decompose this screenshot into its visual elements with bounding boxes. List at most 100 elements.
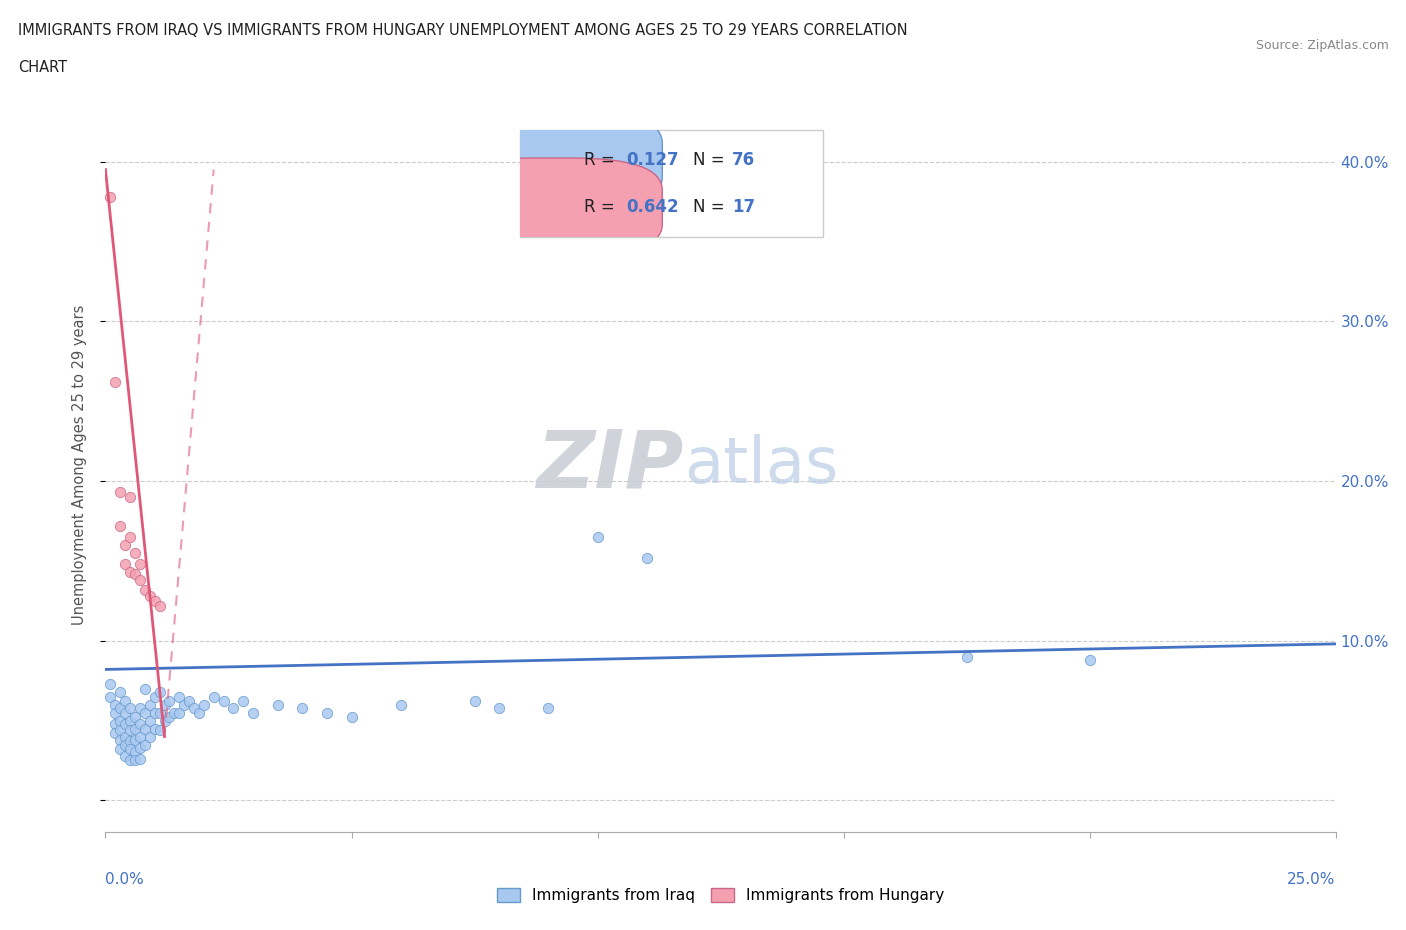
FancyBboxPatch shape — [441, 111, 662, 209]
Text: CHART: CHART — [18, 60, 67, 75]
Point — [488, 700, 510, 715]
Point — [114, 694, 136, 709]
Point — [120, 565, 141, 579]
Point — [120, 753, 141, 768]
Point — [183, 700, 205, 715]
Point — [110, 485, 132, 499]
Text: N =: N = — [693, 152, 730, 169]
Text: 0.127: 0.127 — [626, 152, 679, 169]
Point — [114, 538, 136, 552]
Point — [114, 729, 136, 744]
Point — [124, 732, 146, 747]
Point — [134, 582, 156, 597]
Point — [143, 593, 166, 608]
Point — [212, 694, 235, 709]
Point — [153, 698, 176, 712]
Text: atlas: atlas — [683, 434, 838, 496]
Point — [169, 705, 191, 720]
Point — [291, 700, 314, 715]
Point — [143, 721, 166, 736]
Point — [114, 737, 136, 752]
Point — [120, 734, 141, 749]
Point — [110, 742, 132, 757]
Point — [134, 737, 156, 752]
Point — [98, 689, 122, 704]
FancyBboxPatch shape — [520, 130, 823, 237]
Point — [149, 705, 172, 720]
Text: 0.0%: 0.0% — [105, 872, 145, 887]
Point — [134, 721, 156, 736]
Point — [389, 698, 412, 712]
Point — [149, 598, 172, 613]
Text: 76: 76 — [731, 152, 755, 169]
Point — [110, 713, 132, 728]
Point — [242, 705, 264, 720]
Point — [114, 716, 136, 731]
Point — [120, 742, 141, 757]
Point — [149, 684, 172, 699]
Point — [124, 710, 146, 724]
Point — [193, 698, 215, 712]
Text: 17: 17 — [731, 198, 755, 216]
Point — [98, 676, 122, 691]
Text: ZIP: ZIP — [536, 426, 683, 504]
Point — [129, 716, 152, 731]
Point — [956, 649, 979, 664]
Point — [124, 753, 146, 768]
Point — [124, 745, 146, 760]
Point — [153, 713, 176, 728]
Point — [129, 740, 152, 755]
Point — [129, 556, 152, 571]
Point — [129, 573, 152, 588]
Text: 25.0%: 25.0% — [1288, 872, 1336, 887]
Point — [138, 729, 162, 744]
Point — [138, 698, 162, 712]
Point — [110, 723, 132, 737]
Point — [104, 375, 127, 390]
Point — [188, 705, 211, 720]
Y-axis label: Unemployment Among Ages 25 to 29 years: Unemployment Among Ages 25 to 29 years — [72, 305, 87, 625]
Point — [232, 694, 254, 709]
Point — [222, 700, 245, 715]
Point — [110, 732, 132, 747]
Point — [315, 705, 337, 720]
Point — [138, 589, 162, 604]
Point — [110, 700, 132, 715]
Text: R =: R = — [583, 198, 620, 216]
Point — [134, 681, 156, 696]
Point — [129, 751, 152, 766]
Text: R =: R = — [583, 152, 620, 169]
Text: IMMIGRANTS FROM IRAQ VS IMMIGRANTS FROM HUNGARY UNEMPLOYMENT AMONG AGES 25 TO 29: IMMIGRANTS FROM IRAQ VS IMMIGRANTS FROM … — [18, 23, 908, 38]
Point — [98, 189, 122, 204]
Point — [124, 545, 146, 560]
Point — [120, 489, 141, 504]
Point — [586, 529, 609, 544]
Point — [120, 723, 141, 737]
Text: N =: N = — [693, 198, 730, 216]
Point — [120, 713, 141, 728]
Point — [114, 749, 136, 764]
Text: 0.642: 0.642 — [626, 198, 679, 216]
Point — [104, 698, 127, 712]
Point — [179, 694, 201, 709]
Point — [129, 729, 152, 744]
Point — [267, 698, 290, 712]
Point — [120, 529, 141, 544]
Point — [537, 700, 560, 715]
Point — [149, 723, 172, 737]
Point — [104, 726, 127, 741]
Point — [120, 700, 141, 715]
Point — [114, 705, 136, 720]
Point — [138, 713, 162, 728]
Point — [143, 705, 166, 720]
Point — [124, 721, 146, 736]
Point — [134, 705, 156, 720]
Point — [129, 700, 152, 715]
Point — [104, 705, 127, 720]
Point — [104, 716, 127, 731]
Text: Source: ZipAtlas.com: Source: ZipAtlas.com — [1256, 39, 1389, 52]
Point — [110, 518, 132, 533]
Point — [464, 694, 486, 709]
Point — [202, 689, 225, 704]
Point — [636, 551, 658, 565]
